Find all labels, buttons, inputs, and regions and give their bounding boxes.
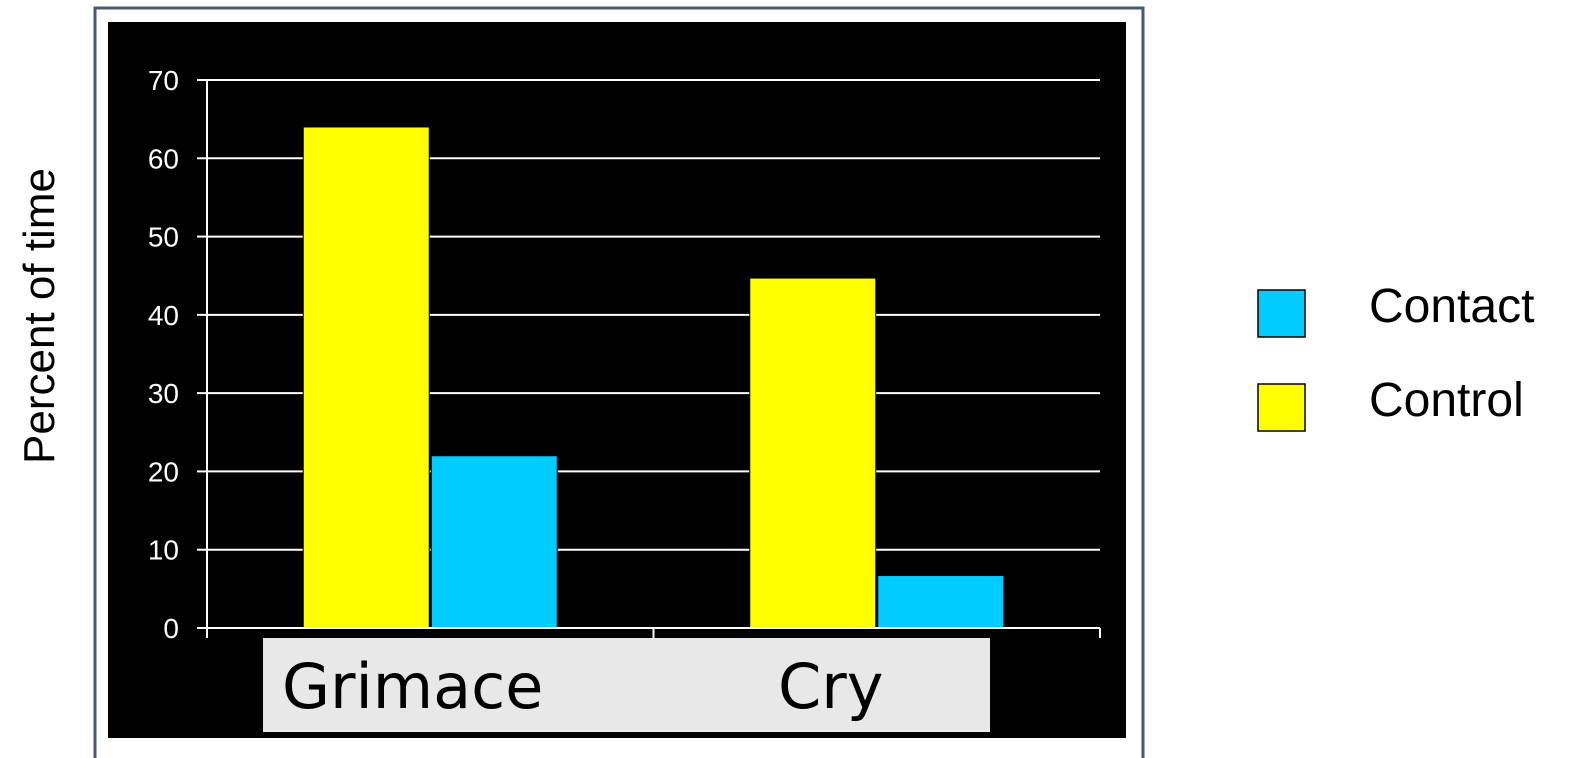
y-tick-label: 50 — [148, 222, 179, 253]
axes — [206, 80, 1101, 638]
category-label-cry: Cry — [778, 650, 883, 723]
bar-contact-grimace — [430, 455, 558, 629]
legend-swatch-contact — [1257, 289, 1306, 338]
bar-contact-cry — [877, 575, 1005, 629]
y-tick-label: 70 — [148, 65, 179, 96]
plot-background — [108, 22, 1126, 738]
bars — [302, 126, 1005, 629]
y-tick-label: 30 — [148, 378, 179, 409]
x-axis-categories: Grimace Cry — [282, 650, 883, 723]
y-tick-label: 60 — [148, 143, 179, 174]
category-band — [263, 638, 990, 732]
legend: Contact Control — [1257, 280, 1534, 432]
y-tick-label: 10 — [148, 535, 179, 566]
bar-control-grimace — [302, 126, 430, 629]
y-axis-ticks: 0 10 20 30 40 50 60 70 — [148, 65, 207, 644]
legend-label-control: Control — [1369, 374, 1524, 427]
y-tick-label: 20 — [148, 456, 179, 487]
category-label-grimace: Grimace — [282, 650, 543, 723]
legend-swatch-control — [1257, 383, 1306, 432]
legend-label-contact: Contact — [1369, 280, 1534, 333]
y-axis-label: Percent of time — [15, 168, 64, 464]
y-tick-label: 0 — [163, 613, 179, 644]
y-tick-label: 40 — [148, 300, 179, 331]
bar-control-cry — [749, 277, 877, 629]
